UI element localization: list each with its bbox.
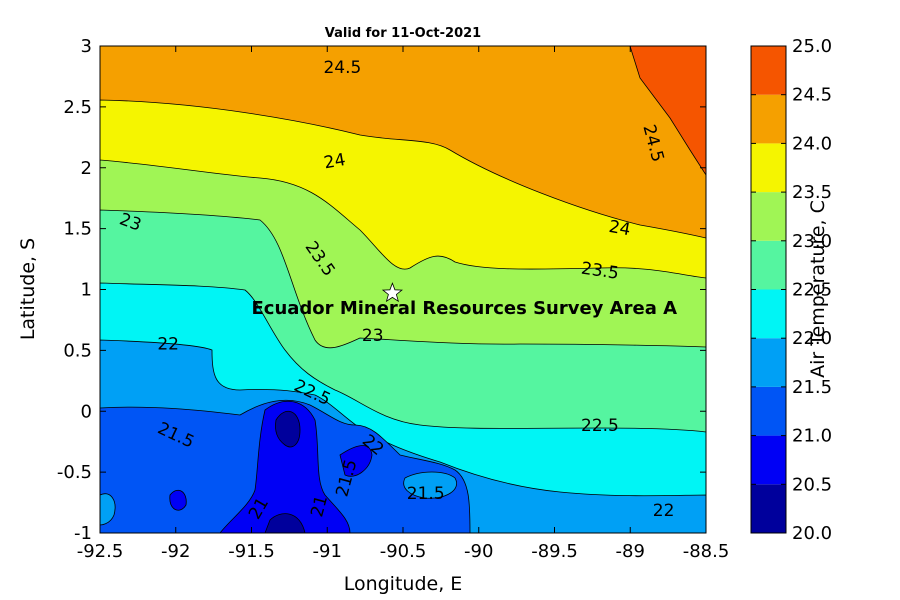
x-tick-label: -90 [464,541,493,562]
colorbar: 20.0 20.5 21.0 21.5 22.0 22.5 23.0 23.5 24.0 24.5… [750,36,832,544]
x-tick-label: -89.5 [531,541,578,562]
y-tick-label: 3 [81,36,92,57]
region-20.5-21 [219,401,351,533]
colorbar-tick-label: 24.0 [792,133,832,154]
colorbar-tick-label: 21.5 [792,377,832,398]
colorbar-tick-label: 23.5 [792,182,832,203]
contour-label: 24 [322,150,347,173]
x-tick-label: -91.5 [228,541,275,562]
colorbar-segment [751,143,786,193]
colorbar-segment [751,435,786,485]
colorbar-label: Air Temperature, C [807,200,829,378]
x-tick-label: -89 [616,541,645,562]
colorbar-tick-label: 23.0 [792,231,832,252]
x-tick-label: -92 [161,541,190,562]
region-24.5-25 [629,46,706,176]
y-tick-label: -1 [74,523,92,544]
y-tick-label: 2.5 [63,97,92,118]
region-20-20.5 [275,410,301,448]
chart-title: Valid for 11-Oct-2021 [325,26,481,41]
y-tick-label: 1.5 [63,219,92,240]
colorbar-segment [751,484,786,533]
contour-label: 24.5 [323,58,361,78]
star-marker-icon [381,282,403,303]
colorbar-tick-label: 25.0 [792,36,832,57]
y-axis-label: Latitude, S [17,238,39,340]
region-20.5-21-c [169,489,187,511]
y-tick-label: 2 [81,158,92,179]
x-tick-label: -92.5 [77,541,124,562]
x-tick-label: -90.5 [380,541,427,562]
x-axis-label: Longitude, E [344,573,463,595]
contour-label: 24 [607,217,632,240]
y-tick-label: 0.5 [63,340,92,361]
contour-label: 22 [653,501,675,521]
contour-label: 21.5 [407,484,445,504]
x-axis-ticks: -92.5 -92 -91.5 -91 -90.5 -90 -89.5 -89 -88.5 [77,46,730,562]
colorbar-segment [751,386,786,436]
colorbar-tick-label: 20.5 [792,474,832,495]
colorbar-tick-label: 22.0 [792,328,832,349]
y-tick-label: -0.5 [57,462,92,483]
colorbar-segment [751,192,786,241]
y-axis-ticks: -1-0.500.511.522.53 [57,36,706,544]
x-tick-label: -88.5 [683,541,730,562]
contour-label: 23 [362,326,384,346]
contour-fill [100,46,706,533]
x-tick-label: -91 [313,541,342,562]
region-20.5-21-b [339,445,373,477]
survey-area-annotation: Ecuador Mineral Resources Survey Area A [252,298,678,319]
colorbar-tick-label: 20.0 [792,523,832,544]
colorbar-segment [751,240,786,290]
island-21.5 [403,471,457,499]
colorbar-segment [751,46,786,95]
region-21.5-left [100,493,116,526]
colorbar-segment [751,289,786,339]
y-tick-label: 1 [81,280,92,301]
colorbar-tick-label: 22.5 [792,280,832,301]
colorbar-segment [751,338,786,387]
colorbar-tick-label: 24.5 [792,85,832,106]
y-tick-label: 0 [81,401,92,422]
colorbar-segment [751,94,786,144]
colorbar-tick-label: 21.0 [792,426,832,447]
contour-label: 22.5 [581,416,619,436]
region-20-20.5-b [264,513,306,533]
contour-label: 22 [157,334,179,354]
